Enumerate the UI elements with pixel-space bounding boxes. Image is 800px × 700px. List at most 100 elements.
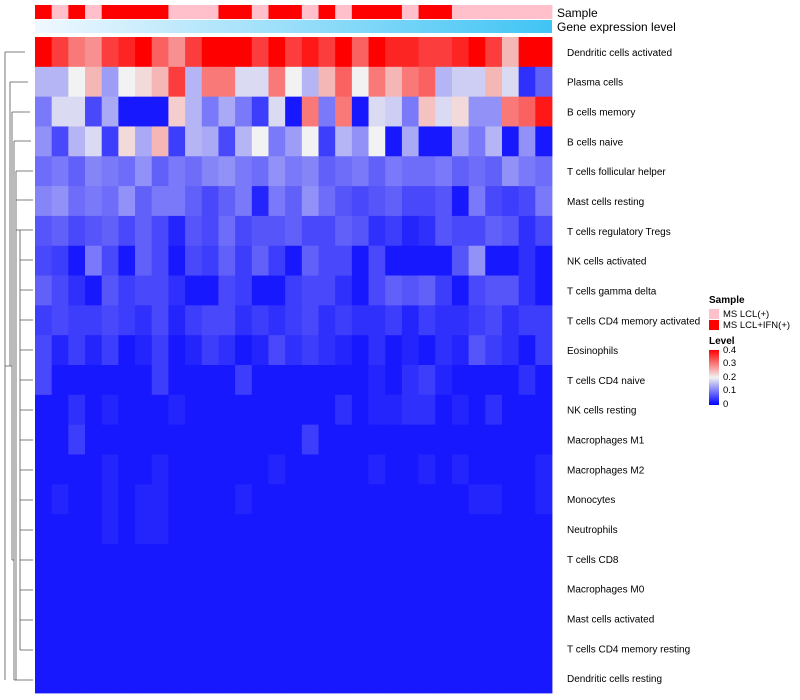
heatmap-cell [185, 603, 203, 634]
heatmap-cell [385, 484, 403, 515]
heatmap-cell [401, 365, 419, 396]
heatmap-cell [185, 156, 203, 187]
heatmap-cell [335, 96, 353, 127]
heatmap-cell [185, 186, 203, 217]
heatmap-cell [135, 514, 153, 545]
heatmap-cell [218, 543, 236, 575]
heatmap-cell [401, 66, 419, 98]
heatmap-cell [101, 514, 119, 545]
heatmap-cell [318, 543, 336, 575]
heatmap-cell [501, 275, 520, 306]
heatmap-cell [335, 394, 353, 426]
heatmap-cell [218, 37, 236, 68]
heatmap-cell [351, 186, 369, 217]
heatmap-cell [368, 365, 386, 396]
heatmap-cell [451, 215, 470, 247]
heatmap-cell [435, 37, 453, 68]
heatmap-cell [118, 484, 136, 515]
heatmap-cell [151, 156, 169, 187]
heatmap-cell [368, 96, 386, 127]
heatmap-cell [101, 394, 119, 426]
heatmap-cell [485, 603, 503, 634]
heatmap-cell [35, 603, 53, 634]
legend-level-title: Level [709, 336, 735, 347]
heatmap-cell [318, 663, 336, 694]
heatmap-cell [418, 424, 436, 455]
heatmap-cell [185, 245, 203, 276]
legend-swatch-ms-lcl [709, 309, 719, 319]
heatmap-cell [101, 186, 119, 217]
heatmap-cell [385, 543, 403, 575]
heatmap-cell [435, 484, 453, 515]
heatmap-cell [385, 126, 403, 157]
heatmap-cell [185, 484, 203, 515]
heatmap-cell [201, 66, 219, 98]
heatmap-cell [518, 484, 536, 515]
heatmap-cell [101, 424, 119, 455]
heatmap-cell [435, 335, 453, 366]
heatmap-cell [485, 275, 503, 306]
heatmap-cell [318, 156, 336, 187]
heatmap-cell [518, 126, 536, 157]
heatmap-cell [418, 66, 436, 98]
heatmap-cell [518, 543, 536, 575]
heatmap-cell [201, 633, 219, 664]
heatmap-cell [135, 186, 153, 217]
heatmap-cell [118, 66, 136, 98]
heatmap-cell [201, 424, 219, 455]
legend: Sample MS LCL(+) MS LCL+IFN(+) Level 0.4… [709, 295, 790, 410]
heatmap-cell [268, 305, 286, 336]
heatmap-cell [318, 275, 336, 306]
heatmap-cell [168, 275, 186, 306]
heatmap-cell [51, 96, 69, 127]
heatmap-cell [418, 603, 436, 634]
heatmap-cell [168, 454, 186, 485]
heatmap-cell [535, 424, 553, 455]
heatmap-cell [68, 573, 86, 604]
heatmap-cell [418, 573, 436, 604]
heatmap-cell [85, 514, 103, 545]
heatmap-cell [218, 603, 236, 634]
heatmap-cell [401, 245, 419, 276]
heatmap-cell [268, 603, 286, 634]
heatmap-cell [435, 633, 453, 664]
heatmap-cell [135, 96, 153, 127]
heatmap-cell [385, 454, 403, 485]
heatmap-cell [218, 633, 236, 664]
heatmap-cell [318, 186, 336, 217]
heatmap-cell [451, 394, 470, 426]
sample-cell [168, 5, 186, 19]
heatmap-cell [101, 663, 119, 694]
heatmap-cell [51, 126, 69, 157]
heatmap-cell [518, 424, 536, 455]
heatmap-cell [518, 663, 536, 694]
heatmap-cell [218, 394, 236, 426]
heatmap-cell [268, 126, 286, 157]
heatmap-cell [218, 156, 236, 187]
heatmap-cell [201, 543, 219, 575]
heatmap-cell [35, 186, 53, 217]
heatmap-cell [51, 394, 69, 426]
heatmap-cell [351, 424, 369, 455]
heatmap-cell [101, 573, 119, 604]
heatmap-cell [451, 305, 470, 336]
heatmap-cell [401, 126, 419, 157]
sample-cell [435, 5, 453, 19]
heatmap-cell [518, 603, 536, 634]
heatmap-cell [468, 484, 486, 515]
heatmap-cell [235, 514, 253, 545]
heatmap-cell [168, 424, 186, 455]
heatmap-cell [368, 335, 386, 366]
heatmap-cell [168, 126, 186, 157]
heatmap-cell [51, 66, 69, 98]
heatmap-cell [35, 543, 53, 575]
heatmap-cell [418, 245, 436, 276]
heatmap-cell [435, 126, 453, 157]
heatmap-cell [235, 215, 253, 247]
heatmap-cell [485, 126, 503, 157]
heatmap-cell [385, 275, 403, 306]
heatmap-cell [251, 543, 269, 575]
heatmap-cell [435, 66, 453, 98]
heatmap-cell [451, 633, 470, 664]
